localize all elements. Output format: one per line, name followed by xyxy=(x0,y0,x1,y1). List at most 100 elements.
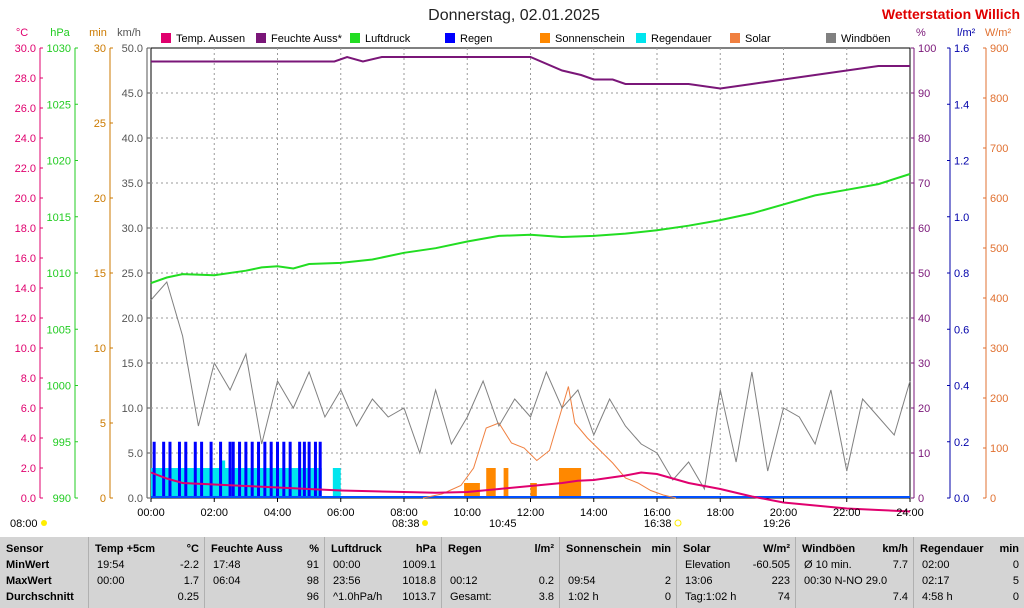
cell-time: 00:30 N-NO 29.0 xyxy=(804,575,888,587)
solar-tick-label: 700 xyxy=(990,143,1008,155)
time-tick-label: 10:00 xyxy=(453,507,481,519)
legend-label: Windböen xyxy=(841,33,891,45)
regen-bar xyxy=(313,441,317,498)
legend: Temp. Aussen Feuchte Auss* Luftdruck Regen S… xyxy=(161,33,891,45)
solar-tick-label: 100 xyxy=(990,443,1008,455)
stats-column: Luftdruck hPa 00:00 1009.1 23:56 1018.8 ^1.0hP… xyxy=(324,537,442,608)
cell-time: 06:04 xyxy=(213,575,241,587)
regen-bar xyxy=(276,441,279,498)
sonnenschein-bar xyxy=(558,468,582,498)
row-label-sensor: Sensor xyxy=(6,543,44,555)
press-tick-label: 1030 xyxy=(47,43,71,55)
regen-bar xyxy=(177,441,181,498)
stats-column: Regendauer min 02:00 0 02:17 5 4:58 h 0 xyxy=(913,537,1024,608)
wind-tick-label: 0.0 xyxy=(128,493,143,505)
minutes-tick-label: 25 xyxy=(94,118,106,130)
column-title: Sonnenschein xyxy=(566,543,642,555)
regen-bar xyxy=(231,441,235,498)
temp-tick-label: 20.0 xyxy=(15,193,36,205)
cell-value: 0.25 xyxy=(177,591,199,603)
regen-bar xyxy=(152,441,156,498)
moon-time: 19:26 xyxy=(763,518,791,530)
press-tick-label: 995 xyxy=(53,437,71,449)
time-tick-label: 20:00 xyxy=(770,507,798,519)
regen-bar xyxy=(238,441,242,498)
sonnenschein-bar xyxy=(486,468,496,498)
minutes-axis-unit: min xyxy=(89,27,107,39)
legend-swatch xyxy=(540,33,550,43)
time-tick-label: 02:00 xyxy=(200,507,228,519)
time-axis: 00:00 02:00 04:00 06:00 08:00 10:00 12:00 14:00… xyxy=(137,498,924,519)
rain-tick-label: 0.6 xyxy=(954,324,969,336)
regen-bar xyxy=(219,441,223,498)
humidity-line xyxy=(151,55,910,90)
press-tick-label: 1000 xyxy=(47,381,71,393)
cell-value: -60.505 xyxy=(752,559,790,571)
wind-tick-label: 35.0 xyxy=(122,178,143,190)
regen-bar xyxy=(257,441,261,498)
series-layer xyxy=(150,55,911,513)
legend-swatch xyxy=(445,33,455,43)
regen-bar xyxy=(307,441,311,498)
press-tick-label: 990 xyxy=(53,493,71,505)
wind-tick-label: 50.0 xyxy=(122,43,143,55)
solar-tick-label: 500 xyxy=(990,243,1008,255)
temp-tick-label: 10.0 xyxy=(15,343,36,355)
windboeen-line xyxy=(150,280,911,491)
pressure-line xyxy=(150,173,911,285)
solar-axis-unit: W/m² xyxy=(985,27,1012,39)
wind-tick-label: 10.0 xyxy=(122,403,143,415)
rain-tick-label: 0.2 xyxy=(954,437,969,449)
temp-tick-label: 0.0 xyxy=(21,493,36,505)
stats-column: Feuchte Auss% 17:48 91 06:04 98 96 xyxy=(204,537,325,608)
column-unit: min xyxy=(651,543,671,555)
regen-bar xyxy=(302,441,306,498)
cell-value: 1009.1 xyxy=(402,559,436,571)
legend-swatch xyxy=(730,33,740,43)
minutes-tick-label: 10 xyxy=(94,343,106,355)
column-title: Regen xyxy=(448,543,482,555)
cell-value: 2 xyxy=(664,575,671,587)
regendauer-bar xyxy=(151,468,322,498)
cell-value: 0 xyxy=(1012,591,1019,603)
cell-time: 23:56 xyxy=(333,575,361,587)
cell-value: 7.7 xyxy=(892,559,908,571)
time-tick-label: 12:00 xyxy=(517,507,545,519)
column-title: Temp +5cm xyxy=(95,543,156,555)
hum-axis-unit: % xyxy=(916,27,926,39)
wind-tick-label: 45.0 xyxy=(122,88,143,100)
temp-tick-label: 4.0 xyxy=(21,433,36,445)
legend-swatch xyxy=(826,33,836,43)
hum-tick-label: 40 xyxy=(918,313,930,325)
column-unit: km/h xyxy=(882,543,908,555)
time-tick-label: 24:00 xyxy=(896,507,924,519)
press-tick-label: 1015 xyxy=(47,212,71,224)
time-tick-label: 06:00 xyxy=(327,507,355,519)
time-tick-label: 18:00 xyxy=(706,507,734,519)
solar-tick-label: 0 xyxy=(990,493,996,505)
cell-value: 3.8 xyxy=(538,591,554,603)
temp-tick-label: 14.0 xyxy=(15,283,36,295)
minutes-tick-label: 0 xyxy=(100,493,106,505)
cell-time: 13:06 xyxy=(685,575,713,587)
regen-bar xyxy=(209,441,213,498)
temp-tick-label: 2.0 xyxy=(21,463,36,475)
rain-axis-unit: l/m² xyxy=(957,27,976,39)
axes: °C 30.0 28.0 26.0 24.0 22.0 20.0 18.0 16.0 14.0 12… xyxy=(15,27,1012,505)
regen-bar xyxy=(288,441,292,498)
regen-bar xyxy=(162,441,166,498)
hum-tick-label: 50 xyxy=(918,268,930,280)
cell-value: 91 xyxy=(306,559,319,571)
minutes-tick-label: 30 xyxy=(94,43,106,55)
regen-bar xyxy=(263,441,267,498)
cell-value: 0 xyxy=(664,591,671,603)
cell-value: 1018.8 xyxy=(402,575,436,587)
regendauer-bar xyxy=(155,468,161,498)
cell-value: 1013.7 xyxy=(402,591,436,603)
time-tick-label: 14:00 xyxy=(580,507,608,519)
temp-tick-label: 26.0 xyxy=(15,103,36,115)
minutes-tick-label: 20 xyxy=(94,193,106,205)
temp-axis-unit: °C xyxy=(16,27,28,39)
column-unit: hPa xyxy=(415,543,436,555)
hum-tick-label: 30 xyxy=(918,358,930,370)
